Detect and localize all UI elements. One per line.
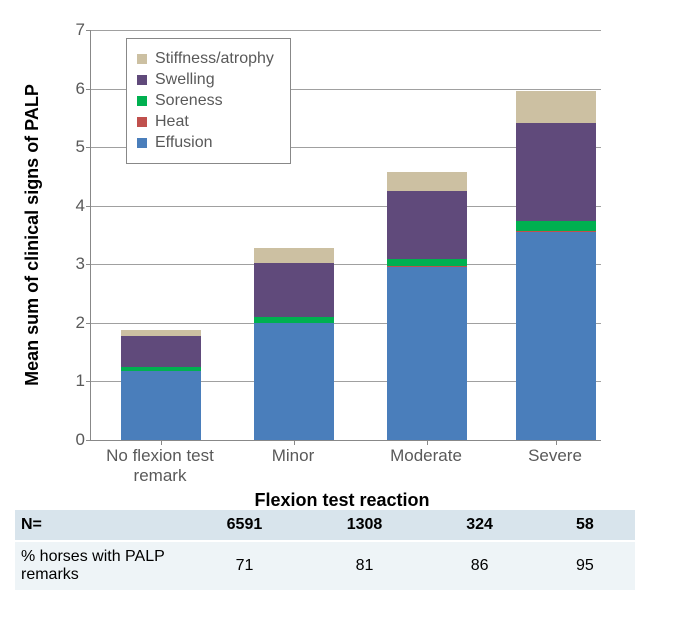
x-tick-label: Severe [495,446,615,466]
legend-item: Stiffness/atrophy [137,50,274,68]
legend-item: Heat [137,113,274,131]
y-axis-label: Mean sum of clinical signs of PALP [22,84,43,386]
legend-item: Soreness [137,92,274,110]
y-tick [86,147,91,148]
y-tick-label: 4 [65,196,85,216]
gridline [91,30,601,31]
bar-segment-effusion [387,267,467,440]
plot-area: Stiffness/atrophy Swelling Soreness Heat Eff… [90,30,601,441]
row-label-percent: % horses with PALP remarks [15,541,184,591]
legend-item: Effusion [137,134,274,152]
bar-segment-stiffness-atrophy [387,172,467,191]
pct-cell: 86 [425,541,535,591]
legend-label: Stiffness/atrophy [155,50,274,68]
y-tick [86,323,91,324]
legend-label: Heat [155,113,189,131]
pct-cell: 95 [535,541,635,591]
x-tick-label: Moderate [366,446,486,466]
n-cell: 1308 [304,510,424,541]
bar-segment-stiffness-atrophy [516,91,596,123]
y-tick-label: 7 [65,20,85,40]
legend-swatch [137,96,147,106]
bar-segment-soreness [121,367,201,371]
y-tick [86,30,91,31]
n-cell: 58 [535,510,635,541]
bar-segment-swelling [254,263,334,317]
bar-segment-stiffness-atrophy [254,248,334,263]
bar-segment-effusion [516,232,596,440]
legend-label: Soreness [155,92,223,110]
y-tick-label: 6 [65,79,85,99]
y-tick-label: 3 [65,254,85,274]
x-tick [161,440,162,445]
y-tick-label: 1 [65,371,85,391]
bar-segment-stiffness-atrophy [121,330,201,336]
n-cell: 324 [425,510,535,541]
bar-segment-soreness [387,259,467,266]
x-tick [294,440,295,445]
legend-swatch [137,54,147,64]
x-tick [427,440,428,445]
bar-segment-heat [516,231,596,232]
y-tick-label: 2 [65,313,85,333]
bar-segment-effusion [121,371,201,440]
y-tick [86,264,91,265]
bar-segment-soreness [516,221,596,231]
y-tick [86,440,91,441]
x-axis-label: Flexion test reaction [87,490,597,511]
y-tick [86,381,91,382]
bar-segment-soreness [254,317,334,323]
x-tick-label: No flexion test remark [100,446,220,485]
bar-segment-swelling [121,336,201,367]
summary-table: N= 6591 1308 324 58 % horses with PALP r… [15,510,635,592]
y-tick [86,206,91,207]
legend: Stiffness/atrophy Swelling Soreness Heat Eff… [126,38,291,164]
y-tick [86,89,91,90]
y-tick-label: 0 [65,430,85,450]
pct-cell: 71 [184,541,304,591]
legend-label: Swelling [155,71,215,89]
table-row-percent: % horses with PALP remarks 71 81 86 95 [15,541,635,591]
row-label-n: N= [15,510,184,541]
legend-label: Effusion [155,134,213,152]
bar-segment-swelling [516,123,596,221]
bar-segment-swelling [387,191,467,259]
y-tick-label: 5 [65,137,85,157]
table-row-n: N= 6591 1308 324 58 [15,510,635,541]
legend-swatch [137,117,147,127]
x-tick [556,440,557,445]
n-cell: 6591 [184,510,304,541]
bar-segment-heat [387,266,467,267]
pct-cell: 81 [304,541,424,591]
legend-swatch [137,138,147,148]
legend-swatch [137,75,147,85]
legend-item: Swelling [137,71,274,89]
x-tick-label: Minor [233,446,353,466]
palp-chart: Mean sum of clinical signs of PALP 0 1 2 3 4… [15,15,635,505]
bar-segment-effusion [254,323,334,440]
